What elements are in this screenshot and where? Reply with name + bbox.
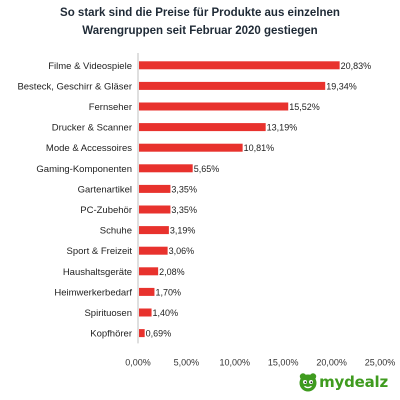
value-label: 3,35% (171, 205, 197, 215)
value-label: 1,70% (155, 287, 181, 297)
value-label: 3,19% (170, 226, 196, 236)
bar (139, 164, 193, 173)
bar (139, 102, 289, 111)
bar (139, 267, 159, 276)
value-label: 3,06% (169, 246, 195, 256)
mydealz-logo-icon (299, 373, 317, 392)
x-tick-label: 25,00% (365, 357, 396, 367)
category-label: Mode & Accessoires (46, 143, 132, 154)
category-label: Drucker & Scanner (52, 123, 132, 134)
bar (139, 81, 326, 90)
value-label: 1,40% (153, 308, 179, 318)
category-label: Schuhe (100, 226, 132, 237)
category-label: Kopfhörer (90, 329, 132, 340)
bar (139, 184, 171, 193)
bar (139, 246, 168, 255)
chart-title-line-1: So stark sind die Preise für Produkte au… (60, 7, 340, 19)
value-label: 3,35% (171, 184, 197, 194)
value-label: 5,65% (194, 164, 220, 174)
bar (139, 143, 243, 152)
category-label: Filme & Videospiele (48, 61, 132, 72)
mydealz-logo: mydealz (297, 372, 388, 392)
chart-title-line-2: Warengruppen seit Februar 2020 gestiegen (82, 25, 318, 37)
x-tick-label: 5,00% (174, 357, 200, 367)
value-label: 15,52% (289, 102, 320, 112)
bar (139, 226, 169, 235)
bar (139, 61, 340, 70)
value-label: 19,34% (326, 81, 357, 91)
category-label: Fernseher (89, 102, 132, 113)
bar (139, 308, 152, 317)
x-tick-label: 15,00% (268, 357, 299, 367)
bar (139, 123, 266, 132)
value-label: 0,69% (146, 329, 172, 339)
x-tick-label: 10,00% (220, 357, 251, 367)
category-label: PC-Zubehör (80, 205, 132, 216)
chart-title: So stark sind die Preise für Produkte au… (0, 4, 400, 40)
x-tick-label: 20,00% (316, 357, 347, 367)
category-label: Besteck, Geschirr & Gläser (17, 81, 132, 92)
category-label: Gartenartikel (78, 184, 132, 195)
category-label: Gaming-Komponenten (36, 164, 132, 175)
category-label: Haushaltsgeräte (63, 267, 132, 278)
bar (139, 329, 145, 338)
value-label: 10,81% (244, 143, 275, 153)
value-label: 13,19% (267, 123, 298, 133)
category-label: Heimwerkerbedarf (54, 287, 132, 298)
x-tick-label: 0,00% (125, 357, 151, 367)
value-label: 2,08% (159, 267, 185, 277)
category-label: Sport & Freizeit (67, 246, 133, 257)
mydealz-logo-text: mydealz (319, 373, 388, 391)
bar (139, 287, 155, 296)
bar (139, 205, 171, 214)
value-label: 20,83% (341, 61, 372, 71)
category-label: Spirituosen (84, 308, 132, 319)
